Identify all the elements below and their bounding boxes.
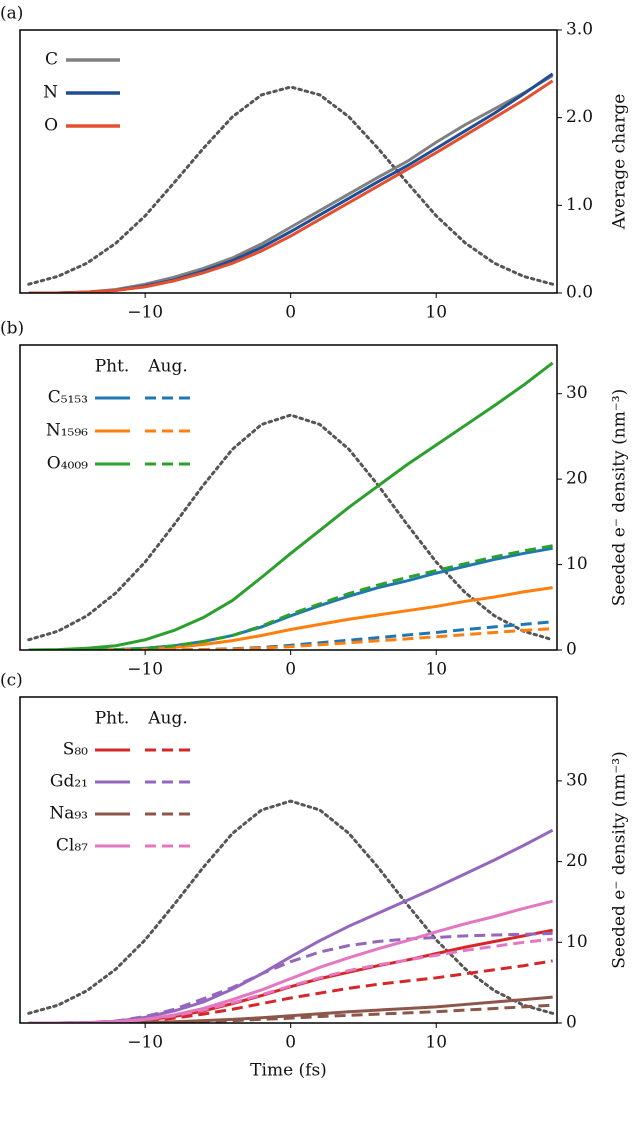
legend-label: Cl₈₇ — [56, 836, 88, 856]
x-tick-label: 10 — [425, 1033, 447, 1053]
y-tick-label: 30 — [566, 770, 588, 790]
x-tick-label: −10 — [127, 660, 163, 680]
x-tick-label: −10 — [127, 303, 163, 323]
legend-header: Aug. — [147, 357, 188, 377]
y-tick-label: 10 — [566, 554, 588, 574]
y-tick-label: 1.0 — [566, 195, 593, 215]
pulse-line — [27, 85, 555, 286]
x-tick-label: −10 — [127, 1033, 163, 1053]
x-tick-label: 0 — [285, 660, 296, 680]
auger-line — [28, 627, 553, 650]
x-tick-label: 0 — [285, 1033, 296, 1053]
legend-label: Na₉₃ — [49, 804, 88, 824]
auger-line — [28, 959, 553, 1023]
y-axis-label: Average charge — [610, 94, 630, 231]
series-line — [28, 828, 554, 1023]
legend-label: Gd₂₁ — [50, 772, 88, 792]
series-line — [28, 586, 553, 650]
pulse-line — [27, 799, 555, 1015]
legend-label: S₈₀ — [63, 740, 88, 760]
series-line — [28, 899, 553, 1023]
panel-label: (b) — [0, 319, 24, 339]
legend-label: C₅₁₅₃ — [48, 388, 88, 408]
plot-frame — [19, 696, 558, 1024]
series-line — [28, 79, 554, 293]
y-axis-label: Seeded e⁻ density (nm⁻³) — [610, 389, 630, 606]
panel-label: (c) — [0, 671, 23, 691]
y-tick-label: 20 — [566, 469, 588, 489]
y-axis-label: Seeded e⁻ density (nm⁻³) — [610, 751, 630, 968]
y-tick-label: 2.0 — [566, 107, 593, 127]
series-line — [28, 74, 554, 293]
y-tick-label: 30 — [566, 383, 588, 403]
y-tick-label: 0.0 — [566, 283, 593, 303]
legend-label: N₁₅₉₆ — [46, 421, 88, 441]
legend-label: C — [45, 50, 58, 70]
x-tick-label: 10 — [425, 660, 447, 680]
y-tick-label: 20 — [566, 851, 588, 871]
legend-label: O₄₀₀₉ — [47, 454, 88, 474]
legend-header: Pht. — [95, 357, 130, 377]
y-tick-label: 10 — [566, 932, 588, 952]
series-line — [28, 361, 554, 650]
plot-frame — [19, 344, 558, 651]
legend-label: O — [44, 116, 58, 136]
pulse-line — [27, 413, 555, 642]
x-axis-label: Time (fs) — [250, 1061, 327, 1081]
plot-frame — [19, 29, 558, 294]
x-tick-label: 0 — [285, 303, 296, 323]
y-tick-label: 0 — [566, 1013, 577, 1033]
panel-label: (a) — [0, 4, 23, 24]
series-line — [28, 72, 554, 293]
legend-label: N — [43, 83, 58, 103]
legend-header: Aug. — [147, 709, 188, 729]
legend-header: Pht. — [95, 709, 130, 729]
y-tick-label: 0 — [566, 640, 577, 660]
x-tick-label: 10 — [425, 303, 447, 323]
y-tick-label: 3.0 — [566, 20, 593, 40]
